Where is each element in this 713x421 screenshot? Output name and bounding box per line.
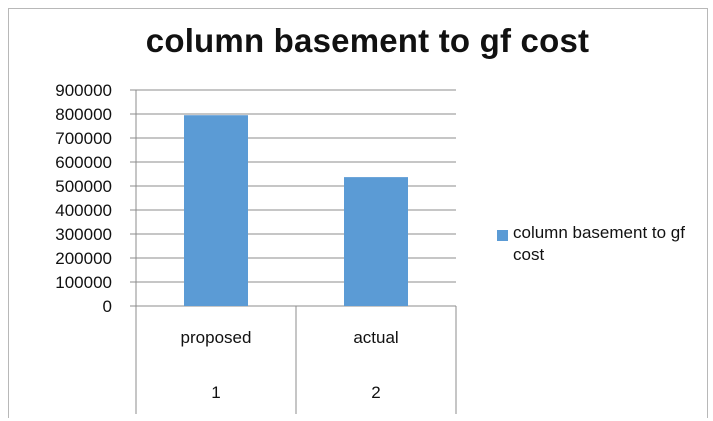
y-tick-label: 900000 [55, 81, 112, 100]
category-index-label: 1 [211, 383, 220, 402]
y-tick-label: 800000 [55, 105, 112, 124]
chart-title: column basement to gf cost [145, 22, 590, 59]
y-tick-label: 100000 [55, 273, 112, 292]
bar-actual [344, 177, 408, 306]
category-label: actual [353, 328, 398, 347]
bar-proposed [184, 115, 248, 306]
y-tick-label: 600000 [55, 153, 112, 172]
y-tick-label: 300000 [55, 225, 112, 244]
legend-label: column basement to gf cost [513, 223, 685, 264]
category-label: proposed [181, 328, 252, 347]
bars [184, 115, 408, 306]
y-tick-label: 500000 [55, 177, 112, 196]
y-tick-label: 400000 [55, 201, 112, 220]
legend-swatch [497, 230, 508, 241]
y-tick-label: 200000 [55, 249, 112, 268]
category-index-label: 2 [371, 383, 380, 402]
y-tick-label: 700000 [55, 129, 112, 148]
y-axis-ticks: 0 100000 200000 300000 400000 500000 600000 700… [55, 81, 112, 316]
category-axis: proposed 1 actual 2 [181, 328, 399, 402]
y-tick-label: 0 [103, 297, 112, 316]
